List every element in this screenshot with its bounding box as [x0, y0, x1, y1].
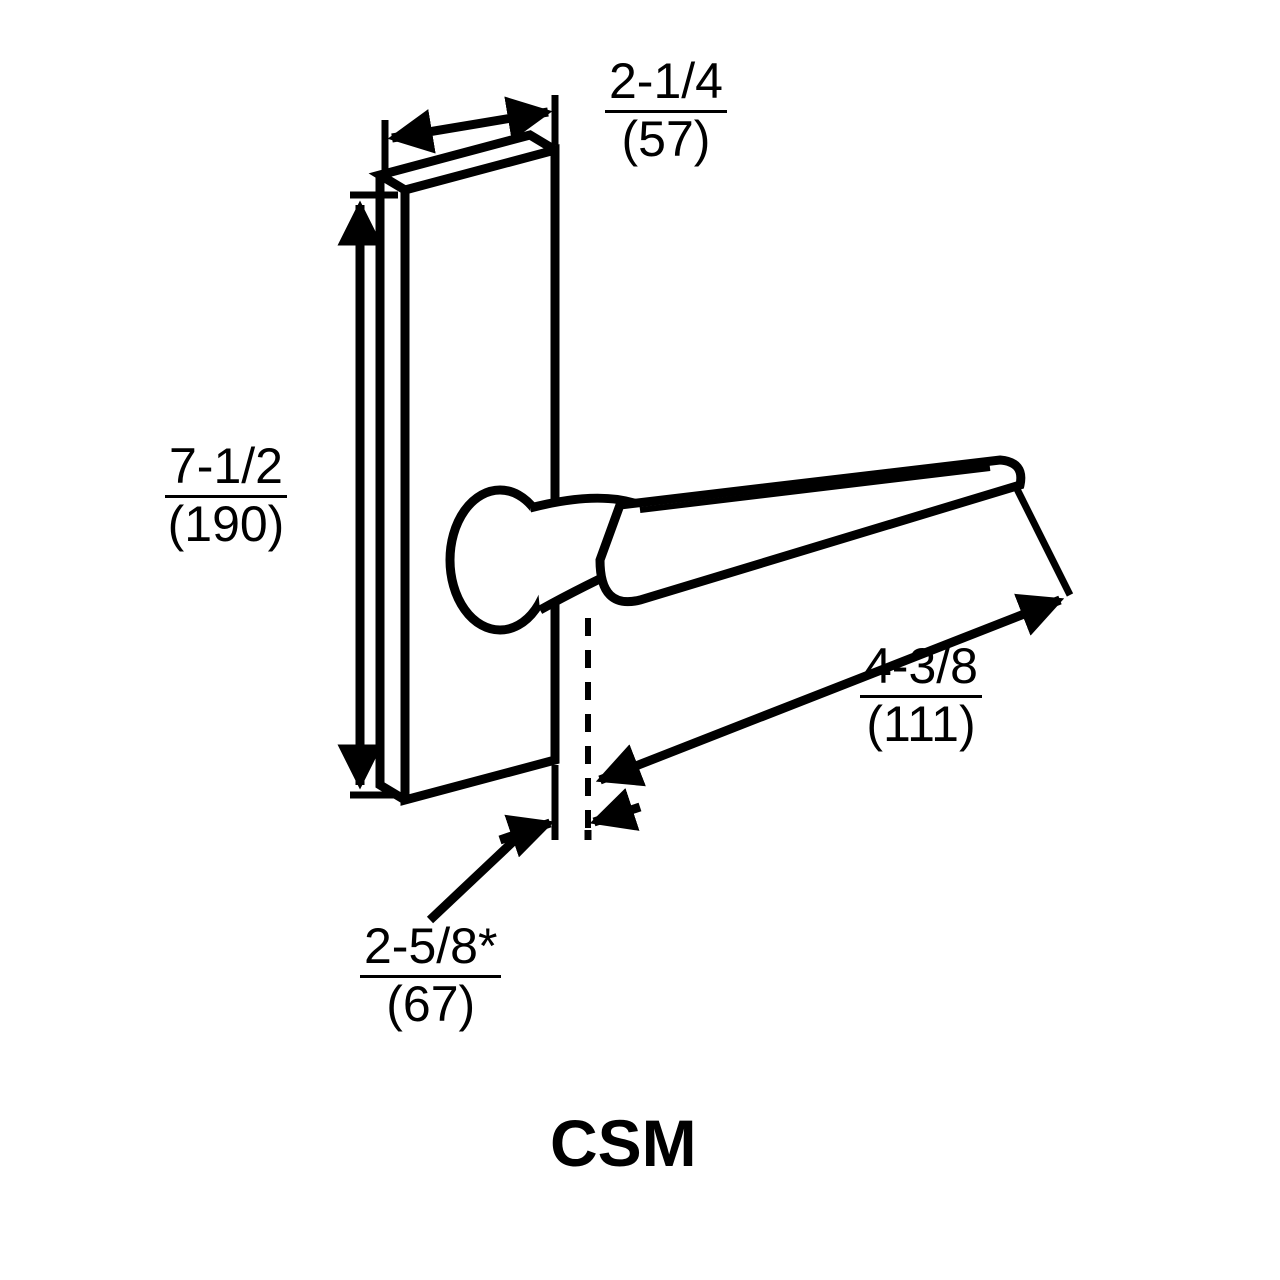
dim-backset-leader [430, 835, 520, 920]
lever-blade [600, 460, 1021, 602]
line-drawing [0, 0, 1280, 1280]
dim-lever-label: 4-3/8 (111) [860, 640, 982, 750]
dim-backset-label: 2-5/8* (67) [360, 920, 501, 1030]
dim-width-label: 2-1/4 (57) [605, 55, 727, 165]
dim-backset-imperial: 2-5/8* [360, 920, 501, 978]
model-label: CSM [550, 1105, 697, 1181]
plate-front [405, 150, 555, 800]
dim-width-imperial: 2-1/4 [605, 55, 727, 113]
dim-height-metric: (190) [168, 494, 285, 552]
dim-lever-metric: (111) [866, 694, 975, 752]
diagram-canvas: 2-1/4 (57) 7-1/2 (190) 4-3/8 (111) 2-5/8… [0, 0, 1280, 1280]
plate-top [380, 135, 555, 190]
dim-lever-imperial: 4-3/8 [860, 640, 982, 698]
dim-lever-arrow [600, 600, 1060, 780]
dim-width-metric: (57) [622, 109, 711, 167]
dim-backset-metric: (67) [386, 974, 475, 1032]
dim-height-label: 7-1/2 (190) [165, 440, 287, 550]
dim-height-imperial: 7-1/2 [165, 440, 287, 498]
